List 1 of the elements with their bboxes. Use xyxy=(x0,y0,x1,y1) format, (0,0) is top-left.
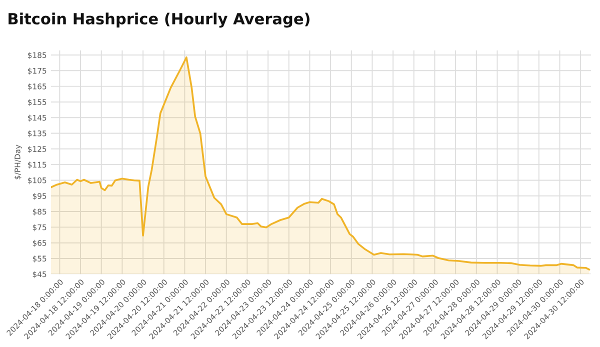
chart-title: Bitcoin Hashprice (Hourly Average) xyxy=(8,12,310,28)
